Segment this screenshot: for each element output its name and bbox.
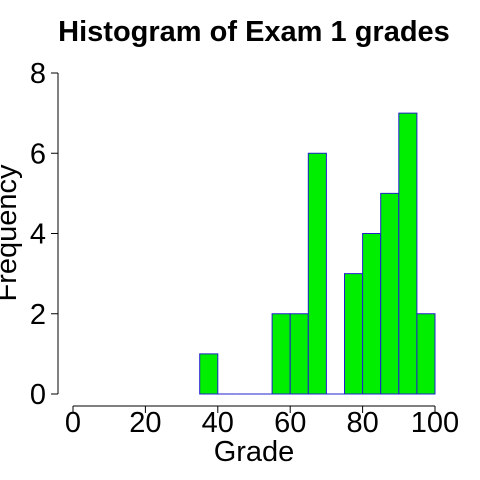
y-tick-label: 6 [30, 138, 46, 170]
x-tick-label: 80 [346, 407, 378, 439]
histogram-bar [199, 353, 219, 395]
x-tick-label: 20 [129, 407, 161, 439]
histogram-bar [398, 112, 418, 395]
y-tick-label: 0 [30, 379, 46, 411]
histogram-bar [289, 313, 309, 395]
chart-title: Histogram of Exam 1 grades [58, 16, 450, 48]
x-axis-label: Grade [214, 436, 295, 468]
y-tick-label: 8 [30, 58, 46, 90]
histogram-bar [362, 233, 382, 395]
histogram-bar [380, 192, 400, 395]
x-tick-label: 60 [274, 407, 306, 439]
histogram-bar [416, 313, 436, 395]
x-tick-label: 0 [65, 407, 81, 439]
histogram-bar [271, 313, 291, 395]
y-axis: 0 2 4 6 8 [30, 58, 59, 411]
y-tick-label: 4 [30, 219, 46, 251]
y-tick-label: 2 [30, 299, 46, 331]
x-axis: 0 20 40 60 80 100 [65, 405, 459, 439]
bars-group [199, 112, 436, 395]
y-axis-label: Frequency [0, 164, 23, 302]
x-tick-label: 100 [411, 407, 459, 439]
histogram-bar [307, 152, 327, 395]
x-tick-label: 40 [202, 407, 234, 439]
histogram-bar [344, 273, 364, 395]
